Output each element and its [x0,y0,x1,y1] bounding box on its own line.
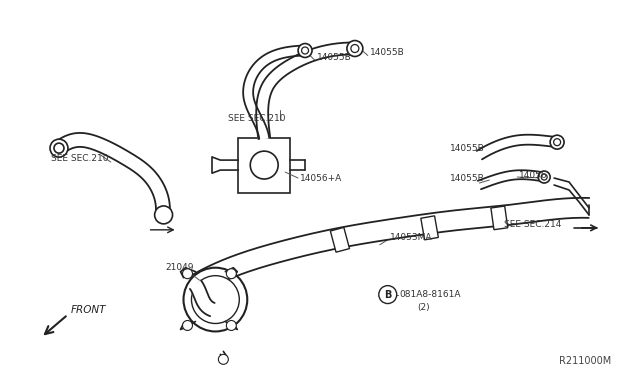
Text: 14056: 14056 [519,170,548,180]
Text: R211000M: R211000M [559,356,611,366]
Polygon shape [491,206,508,230]
Circle shape [50,139,68,157]
Text: 14056+A: 14056+A [300,173,342,183]
Text: 14055B: 14055B [449,144,484,153]
Polygon shape [478,170,545,189]
Text: SEE SEC.214: SEE SEC.214 [504,220,562,230]
Text: 14055B: 14055B [449,173,484,183]
Text: 21049: 21049 [166,263,194,272]
Text: SEE SEC.210: SEE SEC.210 [51,154,109,163]
Circle shape [227,321,236,330]
Text: 14055B: 14055B [370,48,404,57]
Circle shape [550,135,564,149]
Text: 14055B: 14055B [317,53,352,62]
Polygon shape [477,135,557,159]
Polygon shape [190,280,214,316]
Circle shape [538,171,550,183]
Text: B: B [384,289,392,299]
Text: 14053MA: 14053MA [390,233,432,242]
Polygon shape [256,42,355,139]
Text: (2): (2) [418,303,430,312]
Polygon shape [191,198,589,293]
Circle shape [227,269,236,279]
Circle shape [250,151,278,179]
Circle shape [218,355,228,364]
Circle shape [191,276,239,324]
Circle shape [182,269,193,279]
Text: FRONT: FRONT [71,305,106,315]
Circle shape [347,41,363,57]
Text: 081A8-8161A: 081A8-8161A [400,290,461,299]
Circle shape [298,44,312,58]
Polygon shape [243,45,305,139]
Circle shape [379,286,397,304]
Circle shape [182,321,193,330]
Circle shape [155,206,173,224]
Bar [238,138,290,193]
Polygon shape [421,216,438,240]
Polygon shape [54,133,170,216]
Text: SEE SEC.210: SEE SEC.210 [228,114,286,123]
Polygon shape [330,227,349,252]
Circle shape [184,268,247,331]
